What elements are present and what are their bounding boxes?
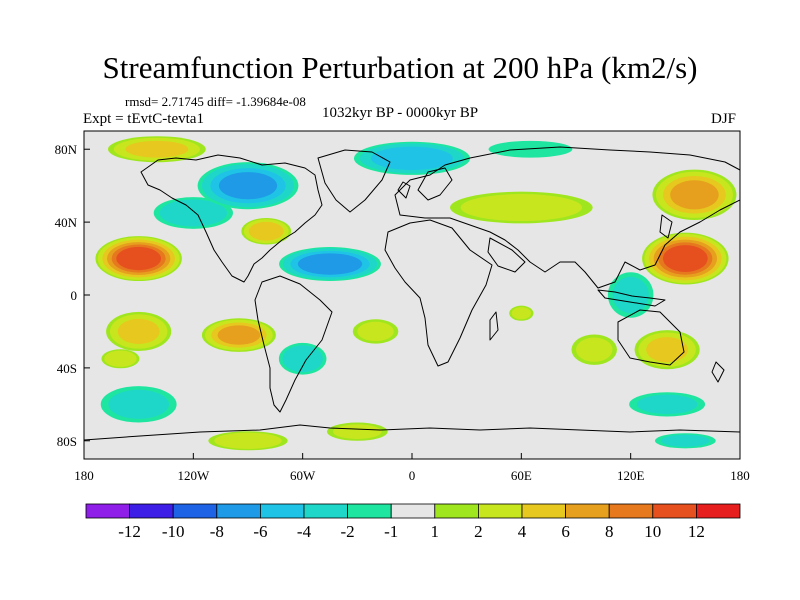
anomaly-23-level-1 bbox=[636, 394, 698, 415]
anomaly-10-level-1 bbox=[460, 194, 583, 222]
anomaly-24-level-1 bbox=[661, 434, 710, 447]
anomaly-16-level-1 bbox=[576, 337, 613, 362]
lon-tick-label: 120W bbox=[177, 468, 210, 483]
anomaly-17-level-1 bbox=[511, 307, 532, 320]
anomaly-8-level-3 bbox=[297, 253, 363, 275]
anomaly-20-level-1 bbox=[108, 389, 169, 419]
anomaly-2-level-3 bbox=[217, 325, 261, 345]
coast-madagascar bbox=[489, 311, 499, 341]
map-plot: 180 120W 60W 0 60E 120E 180 80N 40N 0 40S 80S bbox=[55, 130, 750, 483]
colorbar-label: 10 bbox=[644, 522, 661, 541]
colorbar-swatch bbox=[477, 503, 523, 519]
lon-tick-label: 60E bbox=[511, 468, 532, 483]
colorbar-swatch bbox=[390, 503, 436, 519]
anomaly-6-level-3 bbox=[218, 172, 278, 200]
coast-eurasia bbox=[394, 146, 740, 289]
lat-tick-label: 40S bbox=[57, 361, 77, 376]
anomaly-5-level-1 bbox=[159, 199, 228, 227]
coast-new-zealand bbox=[711, 361, 725, 383]
colorbar-swatch bbox=[172, 503, 218, 519]
coast-japan bbox=[659, 214, 673, 239]
longitude-ticks: 180 120W 60W 0 60E 120E 180 bbox=[74, 453, 750, 483]
colorbar-label: -6 bbox=[253, 522, 267, 541]
lon-tick-label: 180 bbox=[74, 468, 94, 483]
coast-scandinavia bbox=[417, 167, 453, 201]
anomaly-0-level-5 bbox=[116, 246, 162, 271]
coast-africa bbox=[384, 219, 493, 367]
rmsd-diff-stats: rmsd= 2.71745 diff= -1.39684e-08 bbox=[125, 94, 306, 109]
coastlines bbox=[84, 146, 740, 441]
colorbar-swatch bbox=[85, 503, 130, 519]
lat-tick-label: 0 bbox=[71, 288, 78, 303]
coast-antarctica bbox=[84, 424, 740, 441]
colorbar-label: -10 bbox=[162, 522, 185, 541]
anomaly-12-level-5 bbox=[662, 245, 708, 272]
anomaly-9-level-2 bbox=[371, 146, 453, 170]
lat-tick-label: 80N bbox=[55, 142, 78, 157]
colorbar-label: -4 bbox=[297, 522, 312, 541]
anomaly-7-level-2 bbox=[248, 221, 284, 241]
colorbar-swatch bbox=[129, 503, 174, 519]
colorbar-label: -12 bbox=[118, 522, 141, 541]
anomaly-13-level-3 bbox=[670, 180, 719, 210]
colorbar-swatch bbox=[608, 503, 654, 519]
chart-title: Streamfunction Perturbation at 200 hPa (… bbox=[102, 50, 698, 85]
colorbar-label: -2 bbox=[341, 522, 355, 541]
lon-tick-label: 0 bbox=[409, 468, 416, 483]
colorbar-swatch bbox=[347, 503, 392, 519]
anomaly-15-level-2 bbox=[646, 337, 689, 363]
coast-uk bbox=[397, 181, 411, 199]
contour-fields bbox=[95, 136, 737, 451]
colorbar-label: 8 bbox=[605, 522, 614, 541]
anomaly-21-level-1 bbox=[214, 432, 282, 449]
lon-tick-label: 60W bbox=[290, 468, 316, 483]
anomaly-1-level-2 bbox=[117, 318, 160, 345]
colorbar-swatch bbox=[565, 503, 610, 519]
colorbar-swatch bbox=[303, 503, 348, 519]
colorbar-label: -1 bbox=[384, 522, 398, 541]
colorbar-label: 6 bbox=[561, 522, 570, 541]
coast-arabia bbox=[487, 237, 526, 273]
lat-tick-label: 80S bbox=[57, 434, 77, 449]
coast-greenland bbox=[317, 149, 391, 213]
lon-tick-label: 120E bbox=[617, 468, 645, 483]
colorbar-swatch bbox=[216, 503, 261, 519]
coast-australia bbox=[617, 309, 685, 366]
anomaly-14-level-1 bbox=[612, 276, 649, 314]
colorbar-swatch bbox=[521, 503, 566, 519]
coast-indonesia bbox=[597, 289, 666, 307]
colorbar-label: 12 bbox=[688, 522, 705, 541]
experiment-label: Expt = tEvtC-tevta1 bbox=[83, 111, 204, 127]
colorbar-label: 2 bbox=[474, 522, 483, 541]
anomaly-18-level-1 bbox=[282, 345, 323, 373]
colorbar: -12 -10 -8 -6 -4 -2 -1 1 2 4 6 8 10 12 bbox=[85, 503, 741, 541]
lat-tick-label: 40N bbox=[55, 215, 78, 230]
colorbar-swatch bbox=[696, 503, 741, 519]
colorbar-swatch bbox=[259, 503, 305, 519]
colorbar-swatch bbox=[434, 503, 479, 519]
lon-tick-label: 180 bbox=[730, 468, 750, 483]
anomaly-4-level-2 bbox=[125, 140, 189, 158]
anomaly-22-level-1 bbox=[333, 424, 382, 439]
anomaly-19-level-1 bbox=[357, 321, 394, 342]
latitude-ticks: 80N 40N 0 40S 80S bbox=[55, 142, 90, 449]
colorbar-label: 4 bbox=[518, 522, 527, 541]
coast-north-america bbox=[140, 154, 323, 283]
colorbar-label: -8 bbox=[210, 522, 224, 541]
period-label: 1032kyr BP - 0000kyr BP bbox=[322, 105, 479, 121]
coast-south-america bbox=[254, 275, 333, 413]
anomaly-3-level-1 bbox=[104, 350, 137, 367]
colorbar-label: 1 bbox=[431, 522, 440, 541]
colorbar-swatch bbox=[652, 503, 697, 519]
season-label: DJF bbox=[711, 111, 737, 127]
